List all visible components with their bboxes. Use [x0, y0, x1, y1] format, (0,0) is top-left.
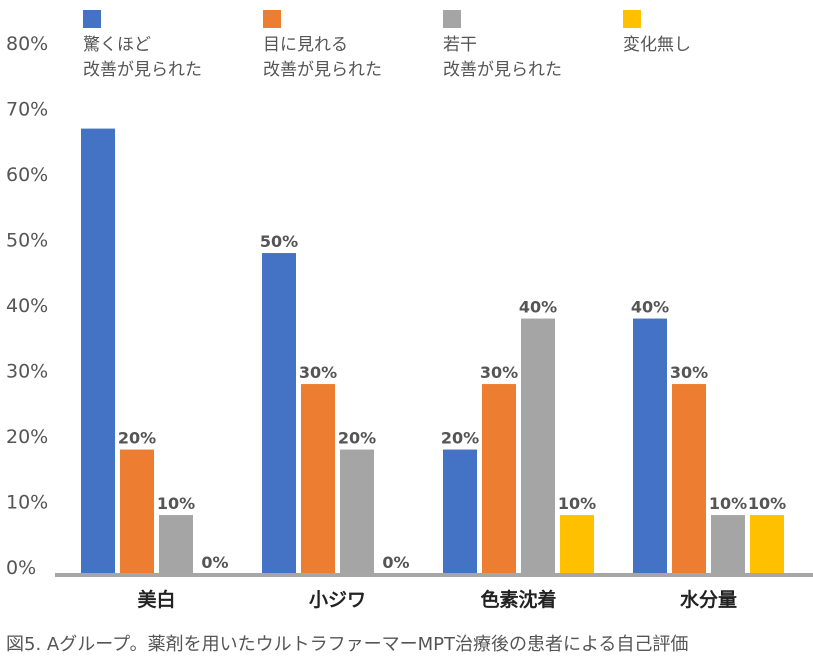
data-label: 40%: [631, 298, 669, 317]
bar: [301, 384, 335, 574]
bar: [262, 253, 296, 575]
data-label: 20%: [441, 429, 479, 448]
x-category-label: 水分量: [680, 589, 737, 611]
legend-swatch: [443, 10, 461, 28]
bar: [443, 449, 477, 574]
data-label: 10%: [709, 494, 747, 513]
legend-swatch: [623, 10, 641, 28]
x-category-label: 美白: [137, 588, 175, 611]
y-tick-label: 0%: [6, 557, 36, 579]
y-tick-label: 80%: [6, 33, 48, 55]
y-tick-label: 60%: [6, 164, 48, 186]
y-axis: 0% 10% 20% 30% 40% 50% 60% 70% 80%: [6, 33, 48, 579]
y-tick-label: 30%: [6, 361, 48, 383]
data-label: 10%: [748, 494, 786, 513]
data-label: 50%: [260, 232, 298, 251]
bar: [750, 515, 784, 574]
x-axis: 美白 小ジワ 色素沈着 水分量: [55, 573, 813, 611]
data-label: 10%: [157, 494, 195, 513]
data-label: 30%: [480, 363, 518, 382]
legend-label: 改善が見られた: [443, 60, 562, 80]
x-category-label: 色素沈着: [480, 588, 556, 611]
data-label: 40%: [519, 298, 557, 317]
y-tick-label: 40%: [6, 295, 48, 317]
y-tick-label: 50%: [6, 230, 48, 252]
legend-swatch: [83, 10, 101, 28]
legend-label: 変化無し: [623, 35, 691, 55]
data-label: 20%: [338, 429, 376, 448]
data-label: 0%: [201, 553, 228, 572]
bar: [159, 515, 193, 574]
data-label: 30%: [299, 363, 337, 382]
bar: [120, 449, 154, 574]
bar: [81, 128, 115, 574]
legend-label: 若干: [443, 35, 477, 55]
x-category-label: 小ジワ: [309, 589, 366, 611]
bar: [521, 318, 555, 574]
bars: [81, 128, 784, 575]
y-tick-label: 70%: [6, 99, 48, 121]
legend-swatch: [263, 10, 281, 28]
data-labels: 20% 10% 0% 50% 30% 20% 0% 20% 30% 40% 10% 40% 30% 10%…: [118, 232, 786, 572]
legend-label: 改善が見られた: [263, 60, 382, 80]
legend-label: 驚くほど: [83, 35, 151, 55]
bar: [340, 449, 374, 574]
bar: [482, 384, 516, 574]
data-label: 20%: [118, 429, 156, 448]
y-tick-label: 20%: [6, 426, 48, 448]
data-label: 0%: [382, 553, 409, 572]
bar: [711, 515, 745, 574]
bar: [633, 318, 667, 574]
y-tick-label: 10%: [6, 492, 48, 514]
bar: [560, 515, 594, 574]
data-label: 10%: [558, 494, 596, 513]
figure-caption: 図5. Aグループ。薬剤を用いたウルトラファーマーMPT治療後の患者による自己評…: [6, 634, 688, 655]
bar: [672, 384, 706, 574]
legend-label: 目に見れる: [263, 35, 348, 55]
legend-label: 改善が見られた: [83, 60, 202, 80]
data-label: 30%: [670, 363, 708, 382]
x-axis-line: [55, 573, 813, 577]
